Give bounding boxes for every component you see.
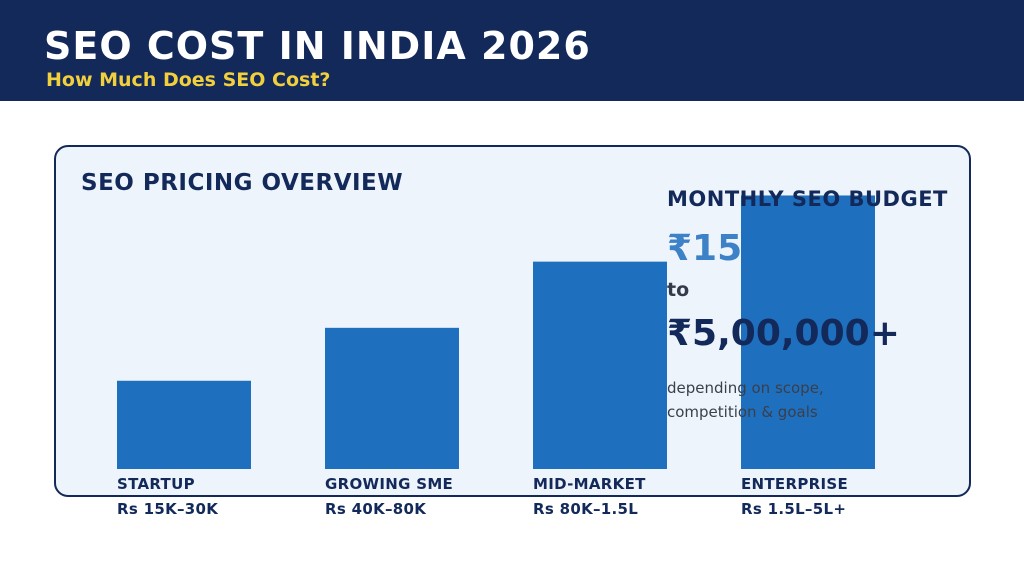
bar-mid-market xyxy=(533,261,667,469)
category-label: ENTERPRISE xyxy=(741,475,849,493)
budget-low-value: ₹15,000 xyxy=(667,228,831,269)
price-range-label: Rs 15K–30K xyxy=(117,500,219,518)
category-label: STARTUP xyxy=(117,475,195,493)
budget-title: MONTHLY SEO BUDGET xyxy=(667,187,948,211)
budget-note: depending on scope, competition & goals xyxy=(667,379,824,421)
price-range-label: Rs 1.5L–5L+ xyxy=(741,500,847,518)
bar-enterprise xyxy=(741,195,875,469)
bar-growing-sme xyxy=(325,327,459,469)
price-range-label: Rs 40K–80K xyxy=(325,500,427,518)
page-subtitle: How Much Does SEO Cost? xyxy=(46,69,331,91)
panel-title: SEO PRICING OVERVIEW xyxy=(81,170,404,196)
budget-high-value: ₹5,00,000+ xyxy=(667,313,900,354)
bar-startup xyxy=(117,380,251,469)
page-title: SEO COST IN INDIA 2026 xyxy=(44,24,591,68)
header-banner: SEO COST IN INDIA 2026 How Much Does SEO… xyxy=(0,0,1024,101)
budget-to-text: to xyxy=(667,279,690,301)
category-label: GROWING SME xyxy=(325,475,454,493)
price-range-label: Rs 80K–1.5L xyxy=(533,500,639,518)
category-label: MID-MARKET xyxy=(533,475,646,493)
